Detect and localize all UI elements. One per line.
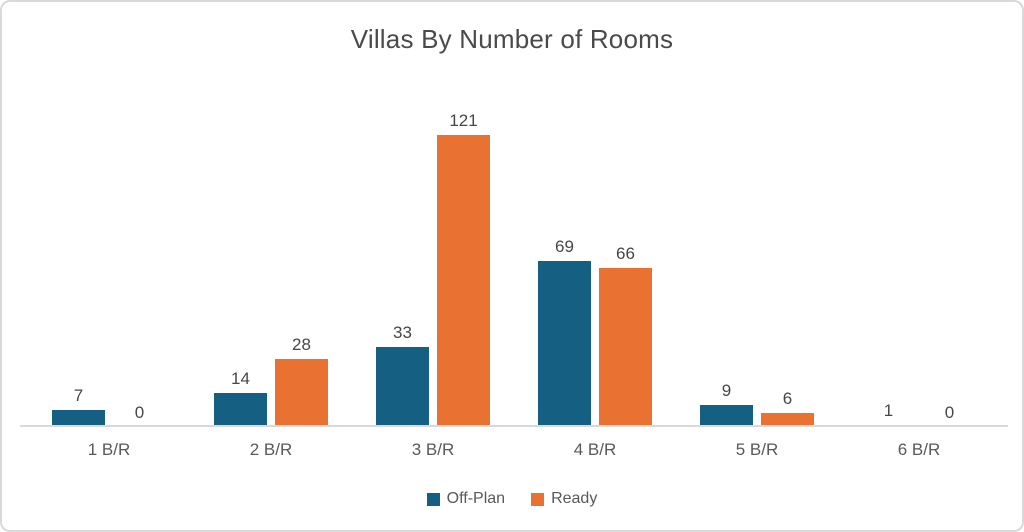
bar-slot-ready-6br: 0 bbox=[923, 404, 976, 427]
data-label-ready-1br: 0 bbox=[134, 403, 145, 422]
bar-offplan-2br bbox=[214, 393, 267, 427]
legend-label-ready: Ready bbox=[551, 490, 598, 507]
x-axis-label-5br: 5 B/R bbox=[735, 440, 779, 459]
bar-offplan-3br bbox=[376, 347, 429, 427]
bar-slot-ready-4br: 66 bbox=[599, 245, 652, 427]
data-label-ready-4br: 66 bbox=[616, 243, 635, 263]
bar-slot-offplan-5br: 9 bbox=[700, 382, 753, 427]
x-axis-label-1br: 1 B/R bbox=[87, 440, 131, 459]
data-label-ready-3br: 121 bbox=[449, 111, 478, 130]
data-label-offplan-1br: 7 bbox=[73, 386, 84, 406]
bar-offplan-5br bbox=[700, 405, 753, 427]
bar-groups: 7 0 14 28 33 121 69 66 9 6 1 0 bbox=[28, 92, 1000, 427]
x-axis-label-3br: 3 B/R bbox=[411, 440, 455, 459]
legend: Off-Plan Ready bbox=[2, 490, 1022, 508]
data-label-offplan-5br: 9 bbox=[721, 381, 732, 401]
bar-ready-2br bbox=[275, 359, 328, 427]
legend-item-offplan: Off-Plan bbox=[426, 490, 506, 508]
x-axis-label-2br: 2 B/R bbox=[249, 440, 293, 459]
bar-slot-ready-1br: 0 bbox=[113, 404, 166, 427]
bar-slot-offplan-3br: 33 bbox=[376, 324, 429, 427]
legend-item-ready: Ready bbox=[531, 490, 597, 508]
bar-slot-ready-2br: 28 bbox=[275, 336, 328, 427]
bar-group-3br: 33 121 bbox=[352, 92, 514, 427]
bar-slot-offplan-2br: 14 bbox=[214, 370, 267, 427]
data-label-ready-2br: 28 bbox=[292, 335, 311, 355]
bar-slot-ready-3br: 121 bbox=[437, 112, 490, 427]
data-label-ready-5br: 6 bbox=[782, 388, 793, 408]
data-label-offplan-3br: 33 bbox=[393, 323, 412, 343]
data-label-offplan-6br: 1 bbox=[883, 400, 894, 420]
x-axis-labels: 1 B/R 2 B/R 3 B/R 4 B/R 5 B/R 6 B/R bbox=[28, 440, 1000, 460]
bar-group-4br: 69 66 bbox=[514, 92, 676, 427]
bar-ready-4br bbox=[599, 267, 652, 427]
bar-ready-3br bbox=[437, 135, 490, 427]
bar-group-2br: 14 28 bbox=[190, 92, 352, 427]
bar-slot-offplan-1br: 7 bbox=[52, 387, 105, 427]
bar-slot-offplan-4br: 69 bbox=[538, 236, 591, 427]
bar-slot-offplan-6br: 1 bbox=[862, 402, 915, 427]
legend-label-offplan: Off-Plan bbox=[446, 490, 506, 507]
bar-offplan-1br bbox=[52, 410, 105, 427]
data-label-offplan-2br: 14 bbox=[231, 369, 250, 389]
x-axis-label-6br: 6 B/R bbox=[897, 440, 941, 459]
bar-ready-5br bbox=[761, 412, 814, 427]
bar-offplan-4br bbox=[538, 260, 591, 427]
data-label-offplan-4br: 69 bbox=[555, 236, 574, 256]
data-label-ready-6br: 0 bbox=[944, 403, 955, 422]
legend-swatch-offplan bbox=[426, 492, 440, 506]
x-axis-label-4br: 4 B/R bbox=[573, 440, 617, 459]
bar-slot-ready-5br: 6 bbox=[761, 388, 814, 427]
plot-area: 7 0 14 28 33 121 69 66 9 6 1 0 bbox=[20, 92, 1008, 427]
chart-title: Villas By Number of Rooms bbox=[350, 24, 674, 54]
x-axis-line bbox=[20, 425, 1008, 427]
legend-swatch-ready bbox=[531, 492, 545, 506]
